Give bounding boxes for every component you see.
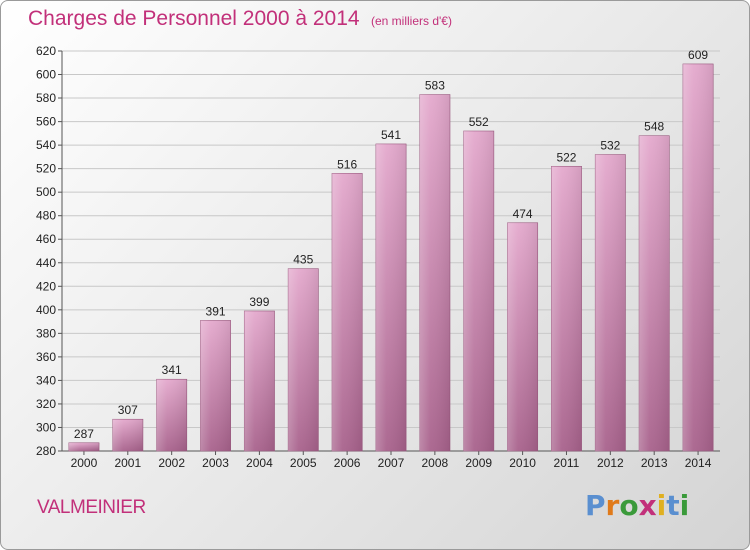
logo-letter: P [585, 489, 606, 522]
x-tick-label: 2007 [378, 456, 405, 470]
bar-sheen [419, 94, 451, 451]
y-tick-label: 420 [36, 279, 56, 293]
logo-letter: t [666, 489, 680, 522]
y-tick-label: 400 [36, 303, 56, 317]
data-label: 391 [206, 304, 226, 318]
x-tick-label: 2011 [554, 456, 580, 470]
x-tick-label: 2002 [158, 456, 185, 470]
bar-sheen [331, 173, 363, 451]
bar-sheen [200, 320, 231, 451]
y-tick-label: 600 [36, 68, 56, 82]
y-tick-label: 580 [36, 91, 56, 105]
y-tick-label: 320 [36, 397, 56, 411]
data-label: 516 [337, 157, 357, 171]
x-tick-label: 2003 [202, 456, 229, 470]
bar-sheen [375, 143, 407, 452]
bar-sheen [156, 379, 187, 451]
x-tick-label: 2004 [246, 456, 273, 470]
logo-letter: i [656, 489, 667, 522]
logo-letter: i [679, 489, 690, 522]
data-label: 341 [162, 363, 182, 377]
data-label: 307 [118, 403, 138, 417]
y-tick-label: 500 [36, 185, 56, 199]
x-tick-label: 2001 [114, 456, 141, 470]
bar-sheen [682, 63, 714, 452]
logo-letter: o [619, 489, 639, 522]
bar-sheen [551, 166, 582, 451]
y-tick-label: 280 [36, 444, 56, 458]
data-label: 609 [688, 48, 708, 62]
y-tick-label: 360 [36, 350, 56, 364]
axes: 280 300 320 340 360 380 400 420 440 460 480 500 520 5… [36, 44, 720, 470]
y-tick-label: 480 [36, 209, 56, 223]
y-tick-label: 620 [36, 44, 56, 58]
x-tick-label: 2008 [422, 456, 449, 470]
y-tick-label: 380 [36, 326, 56, 340]
y-tick-label: 300 [36, 420, 56, 434]
data-labels: 287 307 341 391 399 435 516 541 583 552 474 522 532 5… [74, 48, 708, 441]
x-tick-label: 2005 [290, 456, 317, 470]
y-tick-label: 460 [36, 232, 56, 246]
chart-unit: (en milliers d'€) [371, 14, 452, 28]
commune-name: VALMEINIER [37, 497, 146, 518]
y-tick-label: 560 [36, 115, 56, 129]
x-tick-label: 2006 [334, 456, 361, 470]
y-tick-label: 520 [36, 162, 56, 176]
x-tick-label: 2000 [71, 456, 98, 470]
bar-sheen [507, 222, 538, 451]
bar-sheen [463, 131, 494, 451]
bar-sheen [288, 268, 319, 451]
chart-title: Charges de Personnel 2000 à 2014 [28, 7, 360, 30]
bar-sheen [244, 311, 275, 451]
data-label: 435 [293, 253, 313, 267]
bar-sheen [112, 419, 143, 451]
x-tick-label: 2010 [509, 456, 536, 470]
data-label: 541 [381, 128, 401, 142]
proxiti-logo: Proxiti [585, 489, 689, 522]
data-label: 532 [600, 139, 620, 153]
logo-letter: r [605, 489, 620, 522]
x-tick-label: 2009 [465, 456, 492, 470]
data-label: 287 [74, 427, 94, 441]
y-tick-label: 340 [36, 373, 56, 387]
x-tick-label: 2013 [641, 456, 668, 470]
bar-sheen [68, 442, 100, 451]
logo-letter: x [638, 489, 657, 522]
bars [68, 63, 714, 452]
bar-sheen [595, 154, 626, 451]
data-label: 474 [513, 207, 533, 221]
x-tick-label: 2012 [597, 456, 624, 470]
bar-sheen [639, 135, 670, 452]
y-tick-label: 440 [36, 256, 56, 270]
data-label: 522 [556, 150, 576, 164]
data-label: 583 [425, 79, 445, 93]
data-label: 399 [249, 295, 269, 309]
data-label: 548 [644, 120, 664, 134]
data-label: 552 [469, 115, 489, 129]
y-tick-label: 540 [36, 138, 56, 152]
x-tick-label: 2014 [685, 456, 712, 470]
